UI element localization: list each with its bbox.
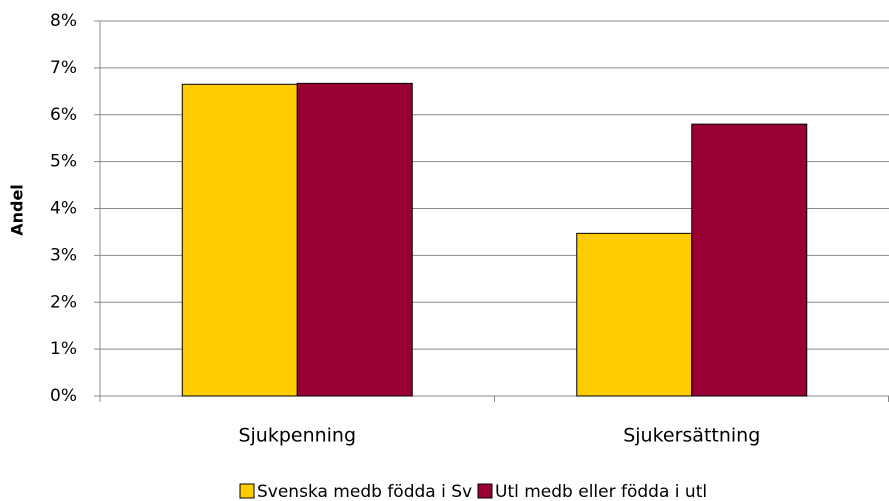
bar [296, 82, 413, 397]
legend-label: Svenska medb födda i Sv [257, 482, 472, 501]
y-tick-label: 5% [50, 152, 77, 172]
legend-swatch [239, 483, 255, 499]
y-tick-label: 7% [50, 58, 77, 78]
y-tick-label: 2% [50, 292, 77, 312]
y-tick-label: 0% [50, 386, 77, 406]
x-tick-label: Sjukersättning [623, 425, 760, 447]
legend-swatch [477, 483, 493, 499]
legend-label: Utl medb eller födda i utl [495, 482, 707, 501]
bar [181, 83, 298, 397]
y-tick-label: 1% [50, 339, 77, 359]
bar [691, 123, 808, 397]
y-tick-label: 8% [50, 11, 77, 31]
x-tick-label: Sjukpenning [238, 425, 356, 447]
y-tick-label: 4% [50, 199, 77, 219]
y-axis-label: Andel [8, 184, 27, 236]
y-tick-label: 3% [50, 245, 77, 265]
bar [576, 232, 693, 397]
y-tick-label: 6% [50, 105, 77, 125]
